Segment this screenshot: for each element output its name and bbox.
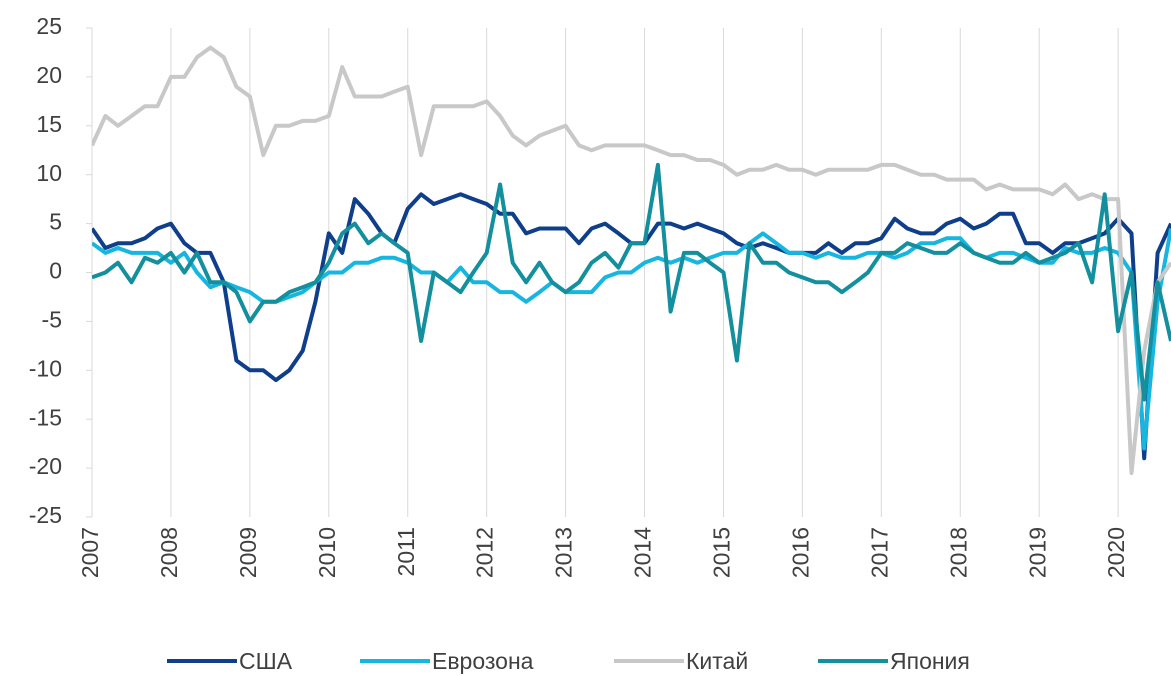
- x-tick-label: 2018: [945, 527, 971, 578]
- legend-label: Китай: [686, 648, 748, 674]
- x-tick-label: 2015: [709, 527, 735, 578]
- x-tick-label: 2010: [314, 527, 340, 578]
- y-tick-label: 5: [49, 209, 62, 235]
- legend-label: Еврозона: [432, 648, 534, 674]
- x-tick-label: 2016: [787, 527, 813, 578]
- y-tick-label: 25: [36, 13, 62, 39]
- x-tick-label: 2017: [866, 527, 892, 578]
- y-tick-label: 10: [36, 160, 62, 186]
- series-line: [92, 192, 1171, 461]
- series-line: [92, 45, 1171, 475]
- x-tick-label: 2014: [630, 527, 656, 578]
- plot-area: [92, 45, 1171, 475]
- y-tick-label: -25: [29, 502, 62, 528]
- x-tick-label: 2007: [77, 527, 103, 578]
- y-tick-label: -20: [29, 453, 62, 479]
- y-tick-label: 20: [36, 62, 62, 88]
- y-tick-label: 0: [49, 258, 62, 284]
- x-tick-label: 2011: [393, 527, 419, 576]
- series-line: [92, 162, 1171, 402]
- x-tick-label: 2008: [156, 527, 182, 578]
- y-tick-label: 15: [36, 111, 62, 137]
- x-tick-label: 2020: [1103, 527, 1129, 578]
- x-tick-label: 2019: [1024, 527, 1050, 578]
- x-tick-label: 2012: [472, 527, 498, 578]
- y-tick-label: -15: [29, 404, 62, 430]
- legend-label: Япония: [890, 648, 970, 674]
- legend-label: США: [239, 648, 293, 674]
- y-tick-label: -5: [42, 306, 62, 332]
- x-tick-label: 2013: [551, 527, 577, 578]
- y-tick-label: -10: [29, 355, 62, 381]
- x-tick-label: 2009: [235, 527, 261, 578]
